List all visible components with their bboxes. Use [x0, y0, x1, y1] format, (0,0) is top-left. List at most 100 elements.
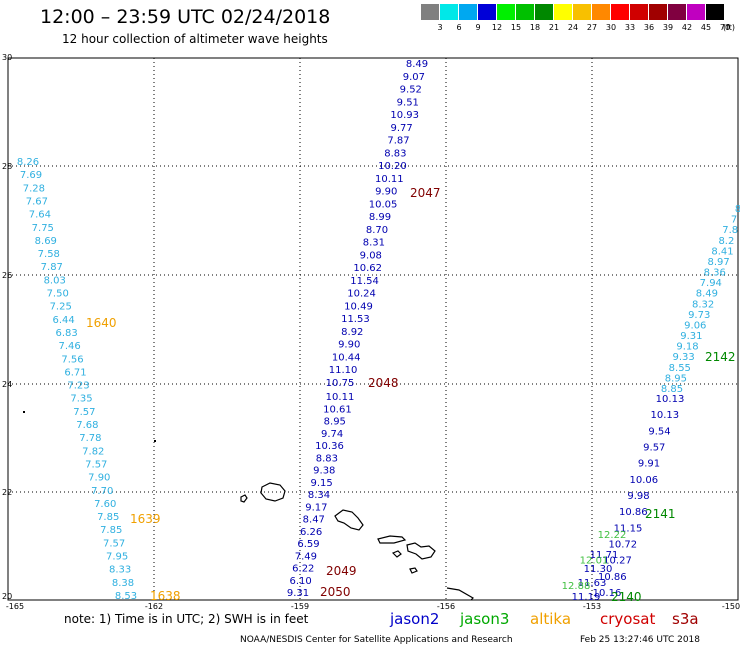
wave-height-value: 8.69: [35, 236, 57, 247]
wave-height-value: 8.85: [661, 384, 683, 395]
generated-timestamp: Feb 25 13:27:46 UTC 2018: [580, 635, 700, 645]
colorbar-swatch-45: [687, 4, 706, 20]
colorbar-label-39: 39: [662, 23, 674, 32]
wave-height-value: 9.38: [313, 466, 335, 477]
wave-height-value: 7.46: [58, 341, 80, 352]
wave-height-value: 7.50: [47, 289, 69, 300]
colorbar-swatch-18: [516, 4, 535, 20]
island-kauai: [260, 482, 286, 502]
colorbar-label-70: 70: [719, 23, 731, 32]
wave-height-value: 8.41: [711, 246, 733, 257]
wave-height-value: 7.78: [79, 433, 101, 444]
lat-label-22: 22: [2, 488, 13, 497]
wave-height-value: 9.18: [676, 342, 698, 353]
wave-height-value: 10.75: [326, 378, 355, 389]
colorbar-swatch-3: [421, 4, 440, 20]
colorbar-label-18: 18: [529, 23, 541, 32]
wave-height-value: 11.63: [578, 578, 607, 589]
wave-height-value: 9.73: [688, 310, 710, 321]
wave-height-value: 8.32: [692, 299, 714, 310]
wave-height-value: 6.26: [300, 527, 322, 538]
wave-height-value: 7.68: [76, 420, 98, 431]
wave-height-value: 10.93: [390, 110, 419, 121]
wave-height-value: 8.36: [704, 268, 726, 279]
wave-height-value: 10.24: [347, 289, 376, 300]
satellite-cryosat: cryosat: [600, 610, 656, 628]
wave-height-value: 9.52: [400, 85, 422, 96]
wave-height-value: 7.35: [70, 394, 92, 405]
satellite-altika: altika: [530, 610, 572, 628]
wave-height-value: 9.98: [627, 491, 649, 502]
wave-height-value: 9.51: [397, 97, 419, 108]
wave-height-value: 7.70: [91, 486, 113, 497]
island-kahoolawe: [409, 567, 418, 574]
wave-height-value: 10.13: [656, 394, 685, 405]
note-text: note: 1) Time is in UTC; 2) SWH is in fe…: [64, 612, 309, 626]
page-subtitle: 12 hour collection of altimeter wave hei…: [62, 32, 328, 46]
wave-height-value: 9.91: [638, 459, 660, 470]
wave-height-value: 9.31: [287, 588, 309, 599]
satellite-jason2: jason2: [390, 610, 440, 628]
colorbar-label-21: 21: [548, 23, 560, 32]
colorbar-swatch-42: [668, 4, 687, 20]
satellite-s3a: s3a: [672, 610, 699, 628]
pass-time-label: 2140: [611, 590, 642, 604]
wave-height-value: 12.88: [562, 581, 591, 592]
island-lanai: [391, 550, 402, 558]
island-molokai: [377, 535, 407, 544]
wave-height-value: 11.19: [572, 592, 601, 603]
wave-height-value: 7.95: [106, 552, 128, 563]
wave-height-value: 8.95: [665, 373, 687, 384]
wave-height-value: 8.83: [316, 453, 338, 464]
wave-height-value: 7.87: [387, 136, 409, 147]
colorbar-unit: (ft): [723, 23, 736, 32]
wave-height-value: 10.06: [629, 475, 658, 486]
wave-height-value: 8.49: [696, 289, 718, 300]
wave-height-value: 10.05: [369, 199, 398, 210]
colorbar-label-27: 27: [586, 23, 598, 32]
colorbar-label-12: 12: [491, 23, 503, 32]
colorbar-label-9: 9: [475, 23, 481, 32]
colorbar-label-3: 3: [437, 23, 443, 32]
wave-height-value: 9.06: [684, 321, 706, 332]
lat-label-30: 30: [2, 53, 13, 62]
wave-height-value: 10.86: [619, 507, 648, 518]
wave-height-value: 8.92: [341, 327, 363, 338]
page-title: 12:00 – 23:59 UTC 02/24/2018: [40, 6, 331, 28]
wave-height-value: 6.71: [64, 367, 86, 378]
wave-height-value: 7.28: [23, 183, 45, 194]
wave-height-value: 8: [735, 204, 740, 215]
wave-height-value: 7.87: [41, 262, 63, 273]
wave-height-value: 9.77: [390, 123, 412, 134]
hawaii-islands: [240, 482, 474, 601]
wave-height-value: 9.07: [403, 72, 425, 83]
wave-height-value: 7.57: [103, 538, 125, 549]
wave-height-value: 10.16: [593, 588, 622, 599]
wave-height-value: 11.53: [341, 314, 370, 325]
wave-height-value: 10.62: [353, 263, 382, 274]
island-maui: [406, 542, 436, 560]
wave-height-value: 9.54: [648, 426, 670, 437]
colorbar-label-45: 45: [700, 23, 712, 32]
wave-height-value: 6.59: [297, 539, 319, 550]
wave-height-value: 7.60: [94, 499, 116, 510]
wave-height-value: 7.85: [97, 512, 119, 523]
colorbar-label-30: 30: [605, 23, 617, 32]
colorbar-swatch-70: [706, 4, 725, 20]
colorbar-swatch-15: [497, 4, 516, 20]
colorbar-label-36: 36: [643, 23, 655, 32]
colorbar-swatch-6: [440, 4, 459, 20]
pass-time-label: 1640: [86, 316, 117, 330]
wave-height-value: 8.34: [308, 490, 330, 501]
pass-time-labels: 1640 1639 1638 2047 2048 2049 2050 2142 2141 2140: [86, 186, 736, 604]
wave-height-value: 8.49: [406, 59, 428, 70]
wave-height-value: 8.95: [324, 417, 346, 428]
wave-height-value: 7.58: [38, 249, 60, 260]
pass-time-label: 1638: [150, 589, 181, 603]
pass-time-label: 2141: [645, 507, 676, 521]
wave-height-value: 10.36: [315, 441, 344, 452]
wave-height-value: 10.72: [608, 540, 637, 551]
colorbar-label-15: 15: [510, 23, 522, 32]
wave-height-value: 8.97: [707, 257, 729, 268]
pass-time-label: 1639: [130, 512, 161, 526]
